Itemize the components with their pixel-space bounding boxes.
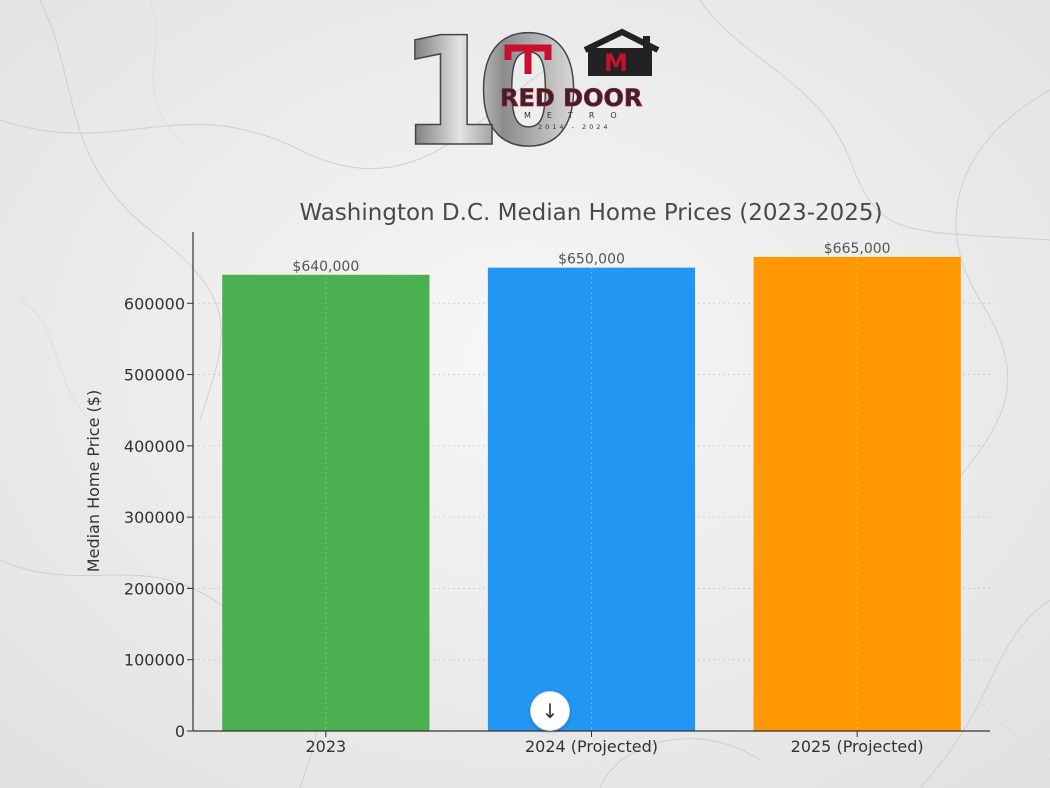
y-tick-label: 500000 [124,366,185,385]
bar [753,256,961,731]
data-label: $665,000 [824,241,891,257]
data-label: $640,000 [292,259,359,275]
scroll-down-button[interactable]: ↓ [530,691,570,731]
y-ticks: 0 100000 200000 300000 400000 500000 600000 [124,294,193,741]
x-tick-label: 2024 (Projected) [525,737,658,756]
y-tick-label: 0 [175,722,185,741]
red-door-metro-logo: 10 M RED DOOR METRO 2014 - 2024 [400,8,660,153]
x-ticks: 2023 2024 (Projected) 2025 (Projected) [305,731,924,756]
y-tick-label: 200000 [124,579,185,598]
vertical-grid-lines [325,232,858,731]
y-tick-label: 100000 [124,651,185,670]
data-label: $650,000 [558,252,625,268]
logo-monogram: M [604,49,628,77]
x-tick-label: 2023 [305,737,346,756]
bars [222,256,961,731]
x-tick-label: 2025 (Projected) [791,737,924,756]
y-tick-label: 300000 [124,508,185,527]
y-tick-label: 400000 [124,437,185,456]
logo-subtitle: METRO [524,111,633,120]
y-tick-label: 600000 [124,294,185,313]
data-labels: $640,000 $650,000 $665,000 [292,241,890,275]
bar [487,267,696,731]
y-axis-label: Median Home Price ($) [84,390,103,572]
logo-brand-name: RED DOOR [500,84,642,112]
logo-years: 2014 - 2024 [538,123,611,131]
chart-title: Washington D.C. Median Home Prices (2023… [299,200,882,226]
arrow-down-icon: ↓ [541,699,559,723]
bar [222,274,430,731]
